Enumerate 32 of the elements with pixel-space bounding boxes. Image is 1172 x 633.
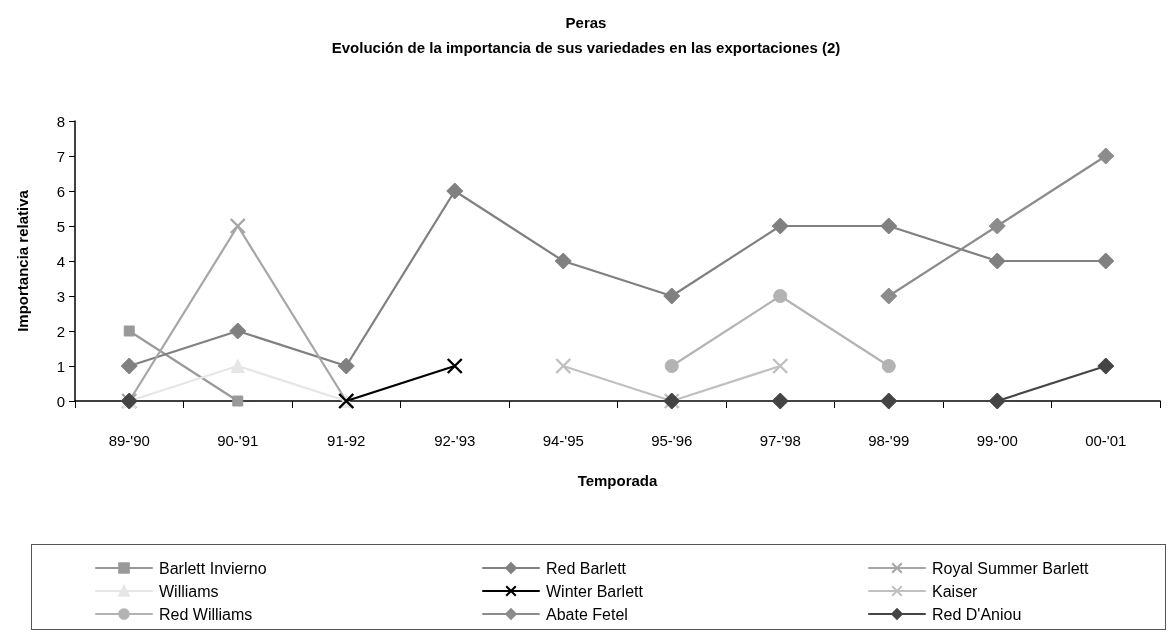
- legend-label: Red Barlett: [546, 559, 627, 577]
- chart-title: Peras: [565, 14, 607, 31]
- legend-label: Abate Fetel: [546, 605, 628, 623]
- x-tick-label: 98-'99: [868, 432, 910, 449]
- chart-subtitle: Evolución de la importancia de sus variedades en las exportaciones (2): [331, 39, 841, 56]
- x-tick-label: 92-'93: [434, 432, 476, 449]
- y-tick-label: 7: [56, 147, 65, 165]
- legend-label: Red D'Aniou: [932, 605, 1022, 623]
- legend-label: Winter Barlett: [546, 582, 644, 600]
- x-tick-label: 89-'90: [108, 432, 150, 449]
- legend-label: Royal Summer Barlett: [932, 559, 1090, 577]
- legend-label: Kaiser: [932, 582, 979, 600]
- legend-label: Barlett Invierno: [159, 559, 267, 577]
- x-axis-title: Temporada: [577, 472, 659, 489]
- x-tick-label: 94-'95: [542, 432, 584, 449]
- x-tick-label: 00-'01: [1085, 432, 1127, 449]
- x-tick-label: 91-92: [327, 432, 366, 449]
- y-tick-label: 8: [56, 112, 65, 130]
- y-tick-label: 2: [56, 322, 65, 340]
- y-tick-label: 0: [56, 392, 65, 410]
- y-tick-label: 6: [56, 182, 65, 200]
- y-tick-label: 1: [56, 357, 65, 375]
- x-tick-label: 99-'00: [976, 432, 1018, 449]
- legend-label: Red Williams: [159, 605, 253, 623]
- y-axis-title: Importancia relativa: [14, 189, 31, 332]
- x-tick-label: 90-'91: [217, 432, 259, 449]
- x-tick-label: 97-'98: [759, 432, 801, 449]
- y-tick-label: 3: [56, 287, 65, 305]
- x-tick-label: 95-'96: [651, 432, 693, 449]
- legend-label: Williams: [159, 582, 219, 600]
- y-tick-label: 4: [56, 252, 65, 270]
- y-tick-label: 5: [56, 217, 65, 235]
